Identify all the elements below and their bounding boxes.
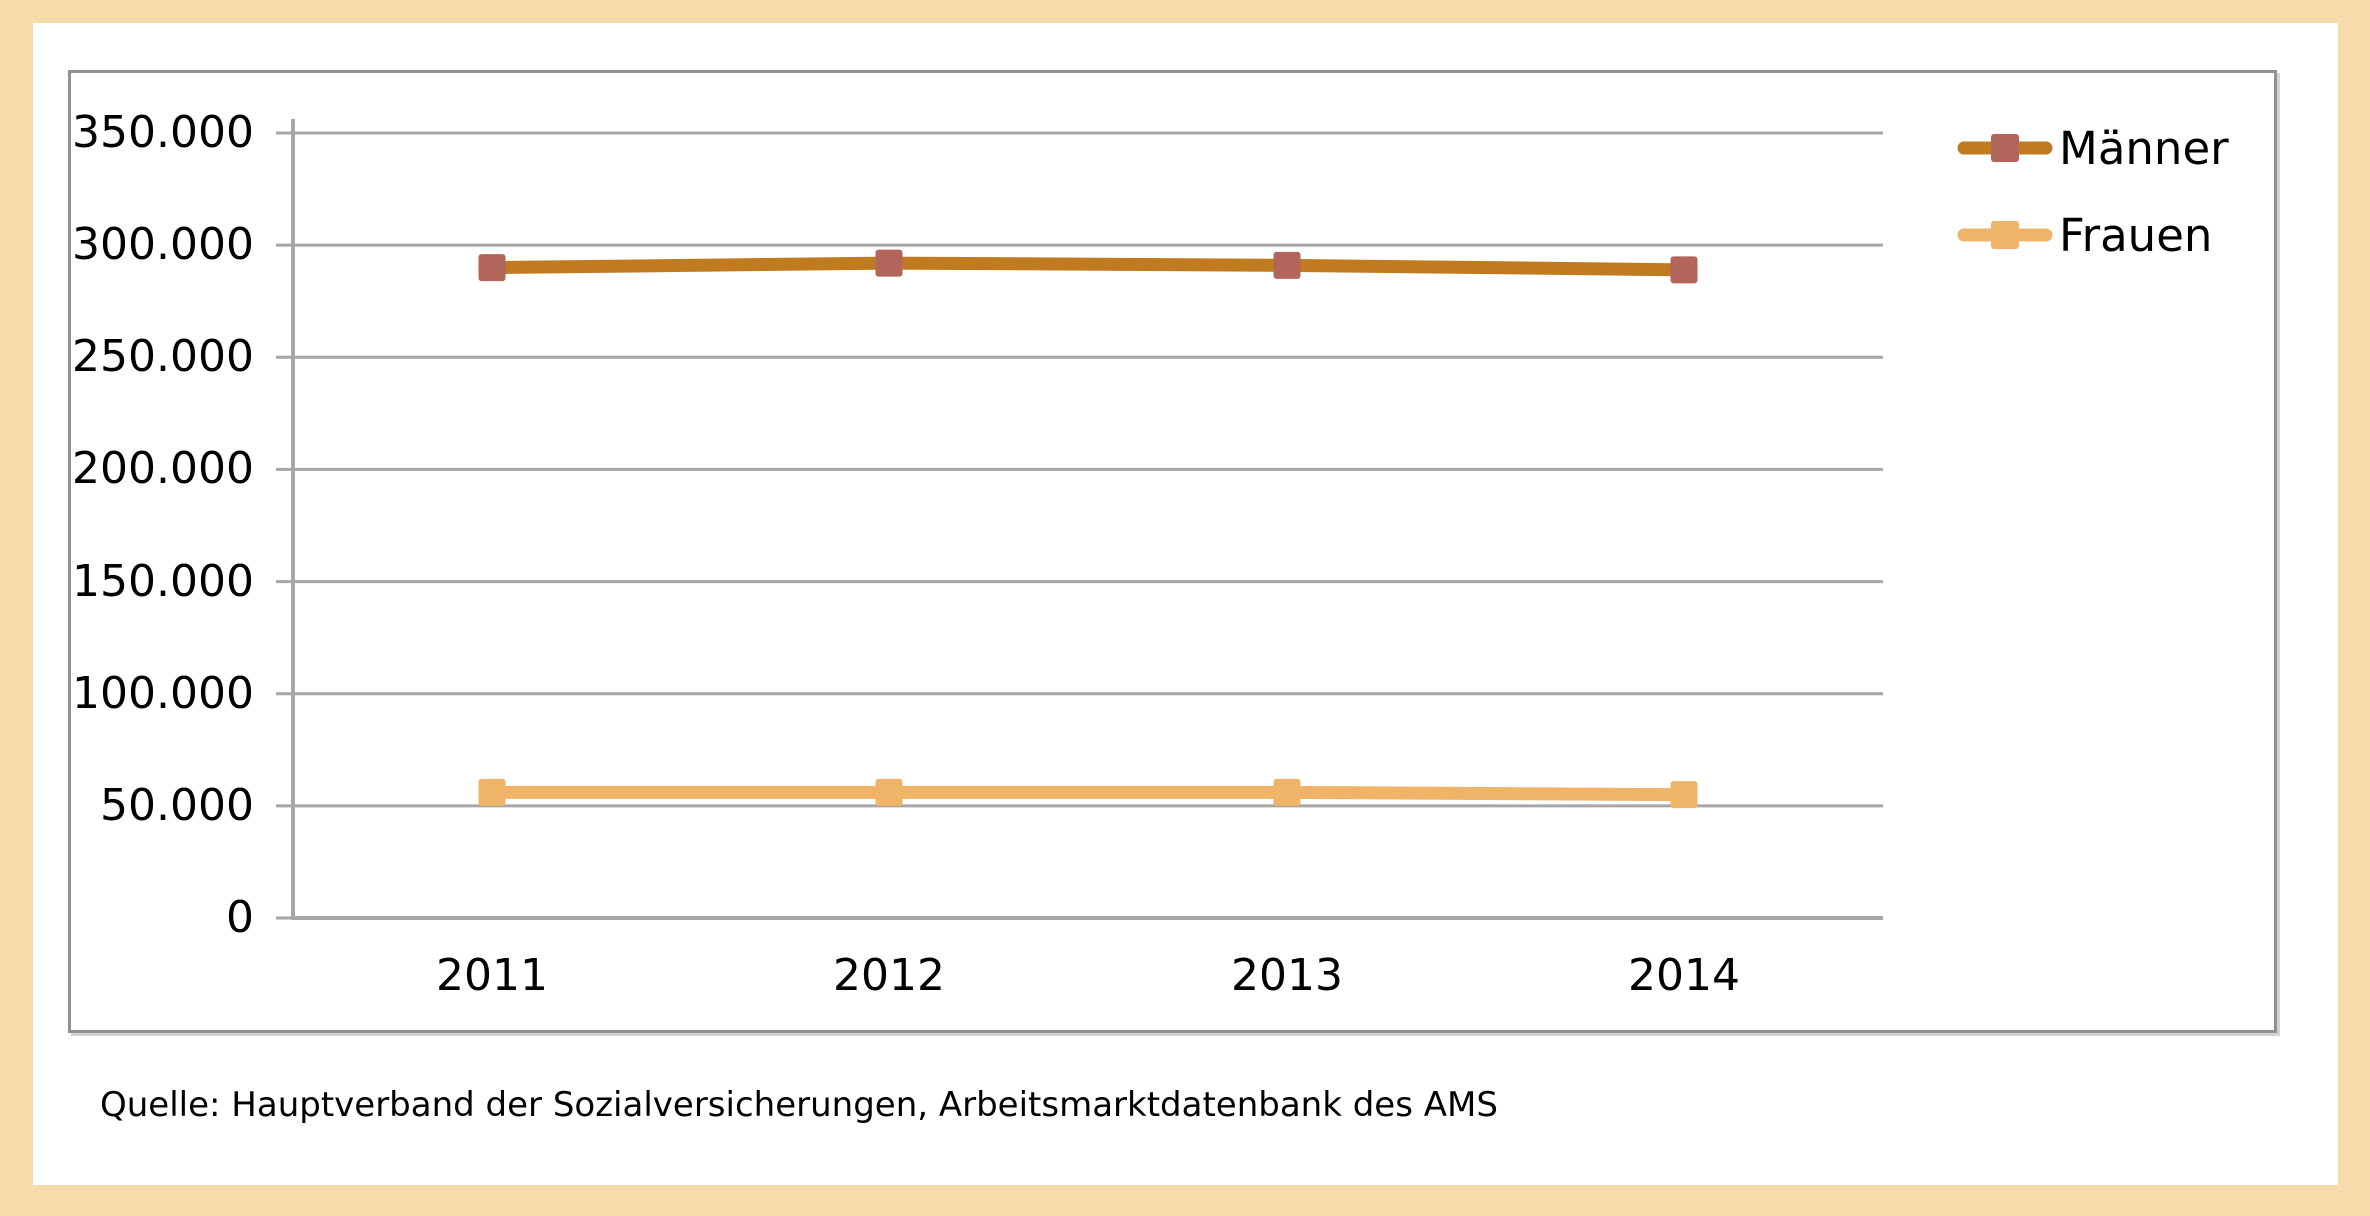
- legend-swatch-icon: [1957, 134, 2053, 162]
- y-axis-tick-label: 350.000: [72, 107, 254, 158]
- y-axis-tick-label: 0: [226, 892, 254, 943]
- x-axis-tick-label: 2014: [1628, 950, 1740, 1001]
- data-point-marker: [875, 778, 903, 806]
- data-point-marker: [1670, 781, 1698, 809]
- chart-frame: 0 50.000 100.000 150.000 200.000 250.000 300.0…: [68, 70, 2277, 1033]
- series-line-maenner: [485, 256, 1691, 277]
- legend-item-maenner: Männer: [1957, 122, 2229, 175]
- data-point-marker: [478, 778, 506, 806]
- y-axis-tick-label: 150.000: [72, 555, 254, 607]
- series-line-frauen: [485, 785, 1691, 802]
- x-axis-tick-label: 2011: [436, 950, 548, 1001]
- data-point-marker: [478, 254, 506, 282]
- y-axis-tick-label: 100.000: [72, 667, 254, 719]
- y-axis-tick-label: 250.000: [72, 331, 254, 383]
- source-note: Quelle: Hauptverband der Sozialversicher…: [100, 1085, 1498, 1125]
- legend-swatch-icon: [1957, 221, 2053, 249]
- legend-item-frauen: Frauen: [1957, 209, 2229, 262]
- data-point-marker: [1670, 256, 1698, 284]
- y-axis-tick-label: 50.000: [100, 779, 254, 831]
- data-point-marker: [1273, 778, 1301, 806]
- legend-label: Männer: [2059, 121, 2229, 175]
- x-axis-tick-label: 2013: [1231, 950, 1343, 1001]
- legend-label: Frauen: [2059, 208, 2213, 262]
- data-point-marker: [1273, 251, 1301, 279]
- y-axis-tick-label: 300.000: [72, 219, 254, 271]
- x-axis-tick-label: 2012: [833, 950, 945, 1001]
- line-chart-plot: [276, 119, 1883, 920]
- chart-sheet: 0 50.000 100.000 150.000 200.000 250.000 300.0…: [33, 23, 2338, 1185]
- data-point-marker: [875, 249, 903, 277]
- y-axis-tick-label: 200.000: [72, 443, 254, 495]
- chart-legend: Männer Frauen: [1957, 122, 2229, 299]
